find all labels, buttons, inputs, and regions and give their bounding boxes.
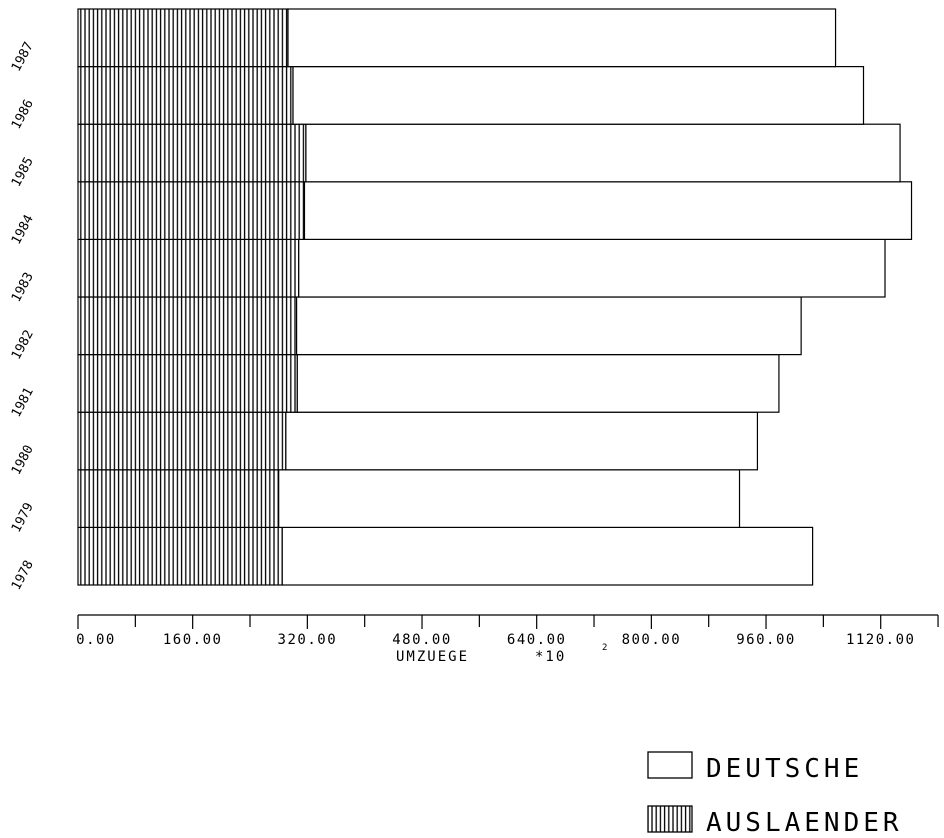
x-tick-label-0.00: 0.00 xyxy=(76,632,116,648)
category-label-1985: 1985 xyxy=(9,155,37,190)
bar-auslaender-1984 xyxy=(77,181,306,241)
x-axis-exponent: 2 xyxy=(602,643,609,653)
bar-deutsche-1987 xyxy=(287,8,837,68)
legend-swatch-auslaender xyxy=(647,805,693,833)
legend: DEUTSCHE AUSLAENDER xyxy=(647,751,903,838)
bar-auslaender-1985 xyxy=(77,123,307,183)
bar-deutsche-1984 xyxy=(303,181,913,241)
legend-label-deutsche: DEUTSCHE xyxy=(706,754,863,784)
x-tick-label-800.00: 800.00 xyxy=(622,632,682,648)
x-tick-label-640.00: 640.00 xyxy=(507,632,567,648)
bars-layer xyxy=(77,8,913,586)
category-label-1987: 1987 xyxy=(9,40,37,75)
bar-deutsche-1979 xyxy=(278,469,741,528)
bar-deutsche-1985 xyxy=(305,123,901,183)
x-axis: 0.00 160.00 320.00 480.00 640.00 800.00 960.00… xyxy=(76,614,939,648)
bar-deutsche-1980 xyxy=(285,411,759,471)
bar-auslaender-1981 xyxy=(77,354,298,413)
bar-auslaender-1987 xyxy=(77,8,289,68)
bar-deutsche-1982 xyxy=(295,296,802,356)
bar-auslaender-1982 xyxy=(77,296,298,356)
x-tick-label-160.00: 160.00 xyxy=(163,632,223,648)
bar-auslaender-1986 xyxy=(77,65,294,125)
x-tick-label-1120.00: 1120.00 xyxy=(846,632,916,648)
category-label-1984: 1984 xyxy=(9,212,37,247)
x-axis-title: UMZUEGE xyxy=(396,649,469,665)
category-label-1981: 1981 xyxy=(9,385,37,420)
bar-auslaender-1980 xyxy=(77,411,287,471)
bar-auslaender-1983 xyxy=(77,238,300,298)
bar-deutsche-1983 xyxy=(298,238,886,298)
category-labels: 1978 1979 1980 1981 1982 1983 1984 1985 1986 1987 xyxy=(9,40,37,593)
category-label-1978: 1978 xyxy=(9,558,37,593)
bar-deutsche-1978 xyxy=(281,526,814,586)
bar-auslaender-1979 xyxy=(77,469,280,528)
category-label-1986: 1986 xyxy=(9,97,37,132)
category-label-1979: 1979 xyxy=(9,500,37,535)
category-label-1983: 1983 xyxy=(9,270,37,305)
bar-deutsche-1986 xyxy=(292,65,865,125)
x-tick-label-960.00: 960.00 xyxy=(736,632,796,648)
bar-auslaender-1978 xyxy=(77,526,283,586)
category-label-1980: 1980 xyxy=(9,443,37,478)
x-axis-ticks: 0.00 160.00 320.00 480.00 640.00 800.00 960.00… xyxy=(76,615,939,648)
category-label-1982: 1982 xyxy=(9,328,37,363)
legend-label-auslaender: AUSLAENDER xyxy=(706,808,903,838)
legend-swatch-deutsche xyxy=(647,751,693,779)
x-axis-multiplier: *10 xyxy=(535,649,566,665)
bar-deutsche-1981 xyxy=(296,354,780,413)
x-tick-label-480.00: 480.00 xyxy=(392,632,452,648)
x-tick-label-320.00: 320.00 xyxy=(278,632,338,648)
